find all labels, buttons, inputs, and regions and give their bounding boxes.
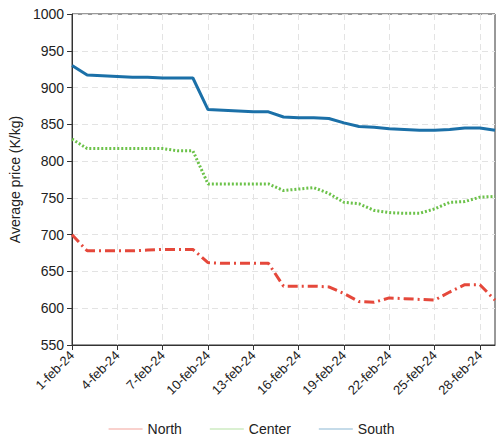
- svg-text:1-feb-24: 1-feb-24: [33, 348, 78, 393]
- svg-text:800: 800: [41, 153, 65, 169]
- svg-text:4-feb-24: 4-feb-24: [78, 348, 123, 393]
- svg-text:10-feb-24: 10-feb-24: [163, 348, 213, 398]
- svg-text:600: 600: [41, 300, 65, 316]
- svg-text:25-feb-24: 25-feb-24: [390, 348, 440, 398]
- svg-text:16-feb-24: 16-feb-24: [254, 348, 304, 398]
- svg-text:22-feb-24: 22-feb-24: [345, 348, 395, 398]
- svg-text:North: North: [148, 421, 182, 437]
- svg-text:950: 950: [41, 43, 65, 59]
- svg-text:700: 700: [41, 227, 65, 243]
- svg-text:900: 900: [41, 80, 65, 96]
- svg-text:1000: 1000: [33, 6, 64, 22]
- svg-text:550: 550: [41, 337, 65, 353]
- svg-text:Center: Center: [249, 421, 291, 437]
- svg-text:South: South: [358, 421, 395, 437]
- svg-text:13-feb-24: 13-feb-24: [209, 348, 259, 398]
- svg-text:28-feb-24: 28-feb-24: [435, 348, 485, 398]
- svg-text:Average price (K/kg): Average price (K/kg): [7, 116, 23, 243]
- svg-text:7-feb-24: 7-feb-24: [123, 348, 168, 393]
- svg-text:19-feb-24: 19-feb-24: [299, 348, 349, 398]
- svg-text:750: 750: [41, 190, 65, 206]
- svg-text:650: 650: [41, 263, 65, 279]
- svg-text:850: 850: [41, 116, 65, 132]
